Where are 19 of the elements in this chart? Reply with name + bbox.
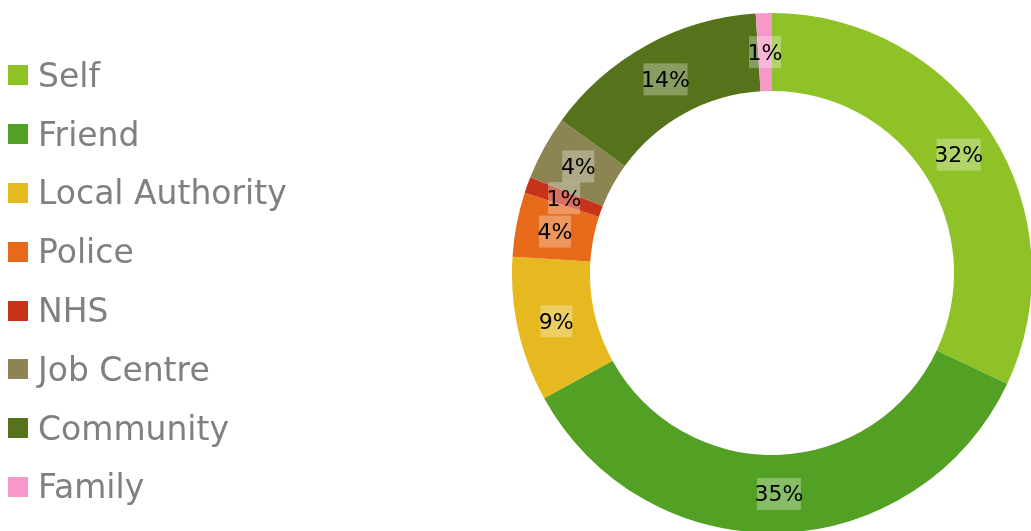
data-label: 4%: [537, 219, 573, 245]
legend-label: Job Centre: [38, 349, 210, 389]
data-label: 9%: [538, 308, 574, 334]
legend-label: Local Authority: [38, 173, 287, 213]
legend-label: Community: [38, 408, 229, 448]
legend-label: Friend: [38, 114, 140, 154]
legend-label: Police: [38, 232, 134, 272]
donut-slice: [530, 120, 625, 206]
data-label: 32%: [934, 142, 984, 168]
legend-label: Family: [38, 467, 145, 507]
data-label: 14%: [641, 66, 690, 92]
data-label: 4%: [560, 154, 596, 180]
donut-slice: [544, 350, 1008, 531]
data-label: 1%: [546, 185, 582, 211]
donut-slice: [512, 256, 613, 399]
legend-label: NHS: [38, 291, 109, 331]
legend-label: Self: [38, 55, 101, 95]
data-label: 35%: [754, 481, 804, 507]
donut-slice: [512, 192, 599, 262]
